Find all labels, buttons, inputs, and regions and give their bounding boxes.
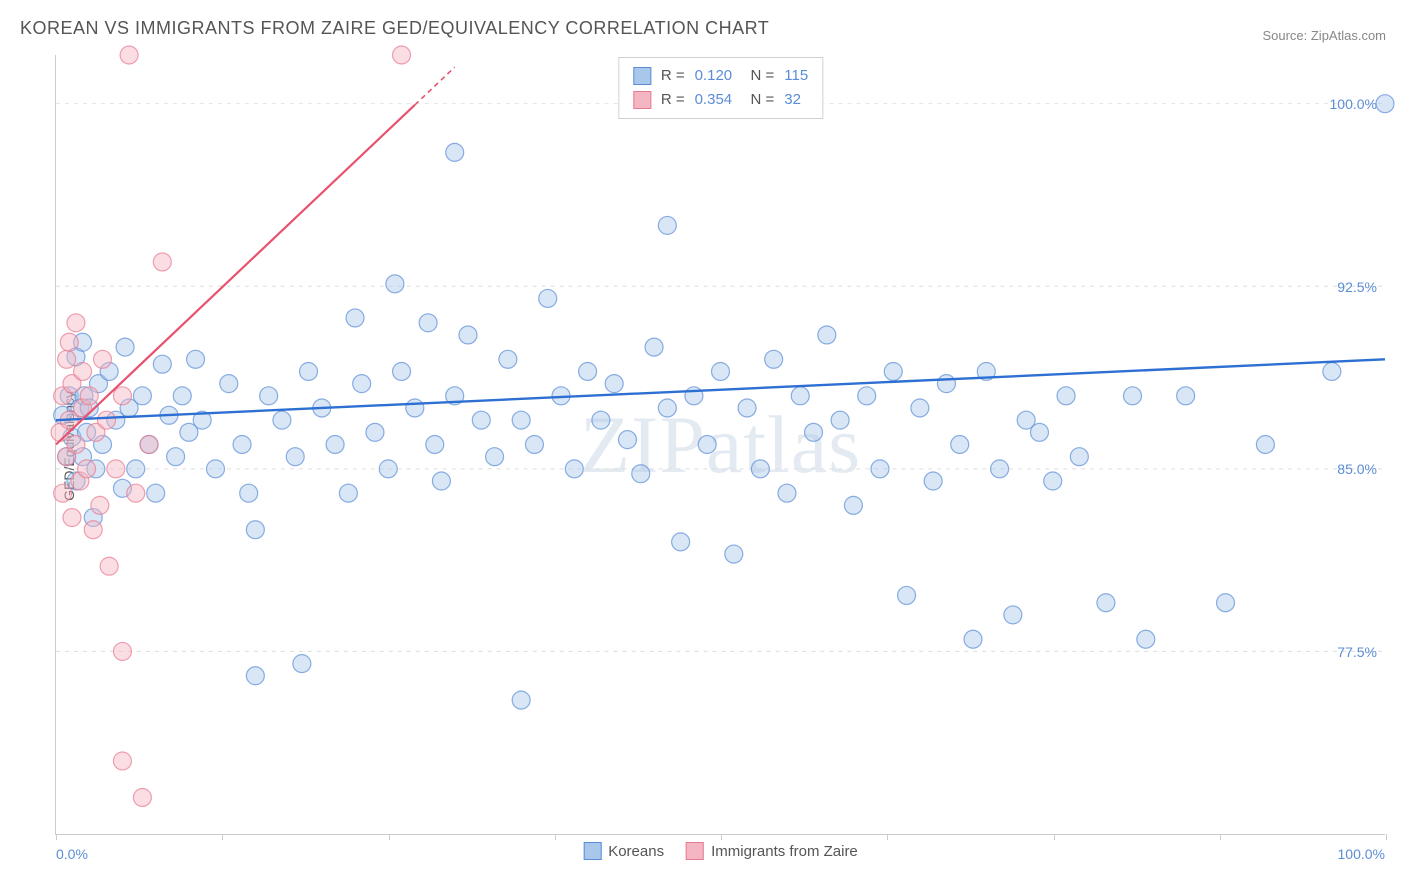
legend-label: Immigrants from Zaire <box>711 843 858 860</box>
stats-legend-box: R = 0.120 N = 115 R = 0.354 N = 32 <box>618 57 823 119</box>
x-tick <box>555 834 556 840</box>
chart-title: KOREAN VS IMMIGRANTS FROM ZAIRE GED/EQUI… <box>20 18 769 39</box>
stats-r-value: 0.120 <box>695 64 733 88</box>
source-attribution: Source: ZipAtlas.com <box>1262 28 1386 43</box>
stats-r-label: R = <box>661 88 685 112</box>
swatch-icon <box>633 91 651 109</box>
swatch-icon <box>633 67 651 85</box>
y-tick-label: 92.5% <box>1337 279 1377 295</box>
legend-label: Koreans <box>608 843 664 860</box>
x-tick <box>1386 834 1387 840</box>
y-tick-label: 85.0% <box>1337 461 1377 477</box>
plot-area: ZIPatlas 77.5%85.0%92.5%100.0% 0.0% 100.… <box>55 55 1385 835</box>
x-tick <box>721 834 722 840</box>
legend-item: Koreans <box>583 842 664 860</box>
stats-row: R = 0.120 N = 115 <box>633 64 808 88</box>
swatch-icon <box>686 842 704 860</box>
stats-n-value: 32 <box>784 88 801 112</box>
x-tick <box>222 834 223 840</box>
legend-item: Immigrants from Zaire <box>686 842 858 860</box>
stats-n-label: N = <box>742 88 774 112</box>
x-tick <box>1220 834 1221 840</box>
stats-n-label: N = <box>742 64 774 88</box>
stats-row: R = 0.354 N = 32 <box>633 88 808 112</box>
x-tick <box>389 834 390 840</box>
x-tick <box>56 834 57 840</box>
scatter-svg <box>56 55 1385 834</box>
swatch-icon <box>583 842 601 860</box>
stats-r-label: R = <box>661 64 685 88</box>
stats-r-value: 0.354 <box>695 88 733 112</box>
stats-n-value: 115 <box>784 64 808 88</box>
x-tick <box>887 834 888 840</box>
x-tick <box>1054 834 1055 840</box>
x-axis-max-label: 100.0% <box>1338 846 1385 862</box>
y-tick-label: 77.5% <box>1337 644 1377 660</box>
x-axis-min-label: 0.0% <box>56 846 88 862</box>
y-tick-label: 100.0% <box>1330 96 1377 112</box>
bottom-legend: Koreans Immigrants from Zaire <box>583 842 858 860</box>
